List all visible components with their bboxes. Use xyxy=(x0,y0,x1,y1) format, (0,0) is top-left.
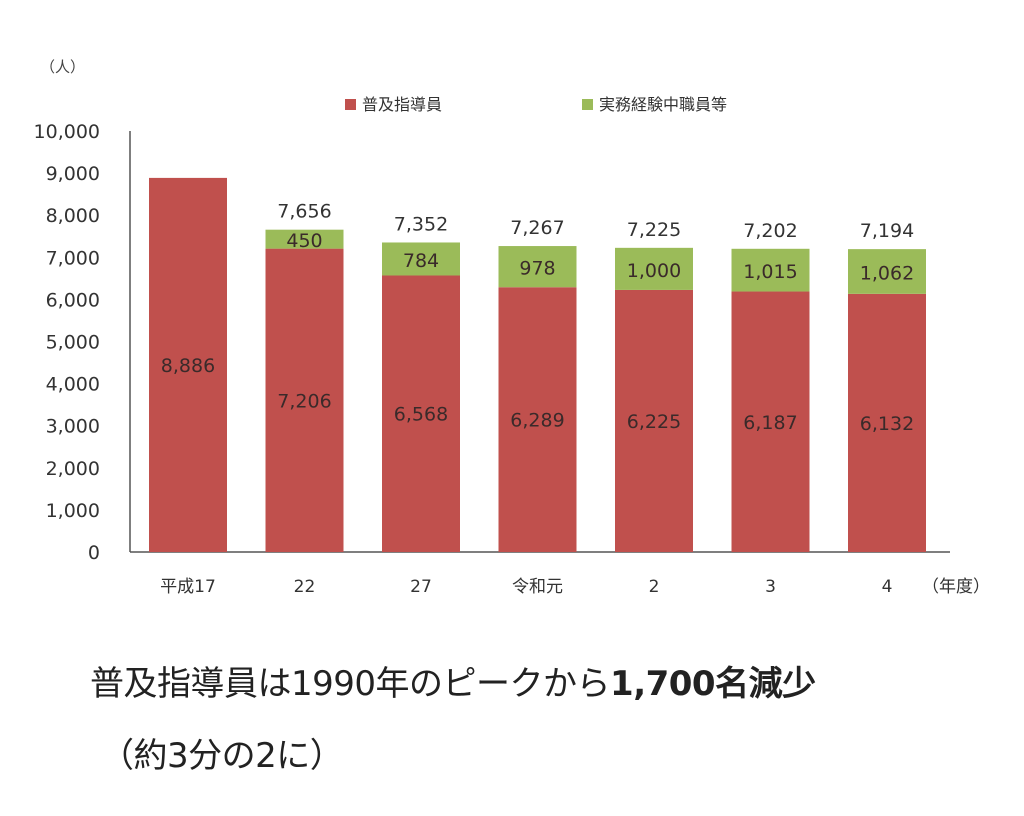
x-axis-unit-label: （年度） xyxy=(922,577,990,597)
legend-swatch xyxy=(345,99,356,110)
x-tick-label: 27 xyxy=(410,577,432,597)
segment-value-label-primary: 6,568 xyxy=(394,404,448,426)
segment-value-label-primary: 6,187 xyxy=(743,412,797,434)
caption-line-2: （約3分の2に） xyxy=(100,736,344,776)
y-tick-label: 7,000 xyxy=(46,247,100,269)
y-axis-unit-label: （人） xyxy=(40,58,85,76)
bar-total-label: 7,225 xyxy=(627,219,681,241)
x-tick-label: 2 xyxy=(649,577,660,597)
bar-segment-primary xyxy=(382,275,460,552)
x-tick-label: 4 xyxy=(882,577,893,597)
y-tick-label: 2,000 xyxy=(46,458,100,480)
segment-value-label-primary: 6,289 xyxy=(510,410,564,432)
legend-swatch xyxy=(582,99,593,110)
bar-segment-primary xyxy=(498,287,577,552)
bar-total-label: 7,194 xyxy=(860,220,914,242)
bar-segment-secondary xyxy=(265,229,344,249)
bar-segment-secondary xyxy=(498,246,577,288)
bar-segment-secondary xyxy=(615,247,693,290)
bar-total-label: 7,267 xyxy=(510,217,564,239)
segment-value-label-primary: 6,132 xyxy=(860,413,914,435)
stacked-bar-chart: （人） 0 1,000 2,000 3,000 4,000 5,000 6,000 7,000 8… xyxy=(34,58,990,597)
x-tick-label: 3 xyxy=(765,577,776,597)
y-tick-label: 1,000 xyxy=(46,500,100,522)
caption-highlight: 1,700名減少 xyxy=(610,664,816,704)
x-tick-label: 22 xyxy=(294,577,316,597)
legend-label: 普及指導員 xyxy=(362,95,442,114)
segment-value-label-secondary: 1,062 xyxy=(860,262,914,284)
y-tick-label: 6,000 xyxy=(46,289,100,311)
bar-segment-secondary xyxy=(848,249,926,294)
bar-total-label: 7,352 xyxy=(394,213,448,235)
segment-value-label-secondary: 1,015 xyxy=(743,261,797,283)
y-tick-label: 4,000 xyxy=(46,374,100,396)
caption-line-1: 普及指導員は1990年のピークから1,700名減少 xyxy=(90,656,816,705)
segment-value-label-primary: 8,886 xyxy=(161,355,215,377)
bar-segment-primary xyxy=(149,177,227,552)
chart-container: （人） 0 1,000 2,000 3,000 4,000 5,000 6,000 7,000 8… xyxy=(34,58,990,597)
y-tick-label: 3,000 xyxy=(46,416,100,438)
y-tick-label: 5,000 xyxy=(46,332,100,354)
x-tick-label: 令和元 xyxy=(512,577,563,597)
legend-label: 実務経験中職員等 xyxy=(599,95,727,114)
segment-value-label-secondary: 450 xyxy=(286,230,322,252)
y-tick-label: 8,000 xyxy=(46,205,100,227)
caption-prefix: 普及指導員は1990年のピークから xyxy=(90,664,611,704)
y-tick-label: 9,000 xyxy=(46,163,100,185)
bar-total-label: 7,656 xyxy=(277,201,331,223)
y-tick-label: 10,000 xyxy=(34,121,100,143)
segment-value-label-primary: 7,206 xyxy=(277,390,331,412)
segment-value-label-secondary: 784 xyxy=(403,250,439,272)
x-tick-label: 平成17 xyxy=(160,577,216,597)
segment-value-label-secondary: 978 xyxy=(519,258,555,280)
bar-segment-primary xyxy=(265,248,344,553)
bar-total-label: 7,202 xyxy=(743,220,797,242)
bar-segment-primary xyxy=(615,289,693,552)
y-tick-label: 0 xyxy=(88,542,100,564)
segment-value-label-primary: 6,225 xyxy=(627,411,681,433)
bar-segment-primary xyxy=(848,293,926,552)
bar-segment-primary xyxy=(731,291,810,552)
bar-segment-secondary xyxy=(731,248,810,292)
bar-segment-secondary xyxy=(382,242,460,276)
segment-value-label-secondary: 1,000 xyxy=(627,260,681,282)
